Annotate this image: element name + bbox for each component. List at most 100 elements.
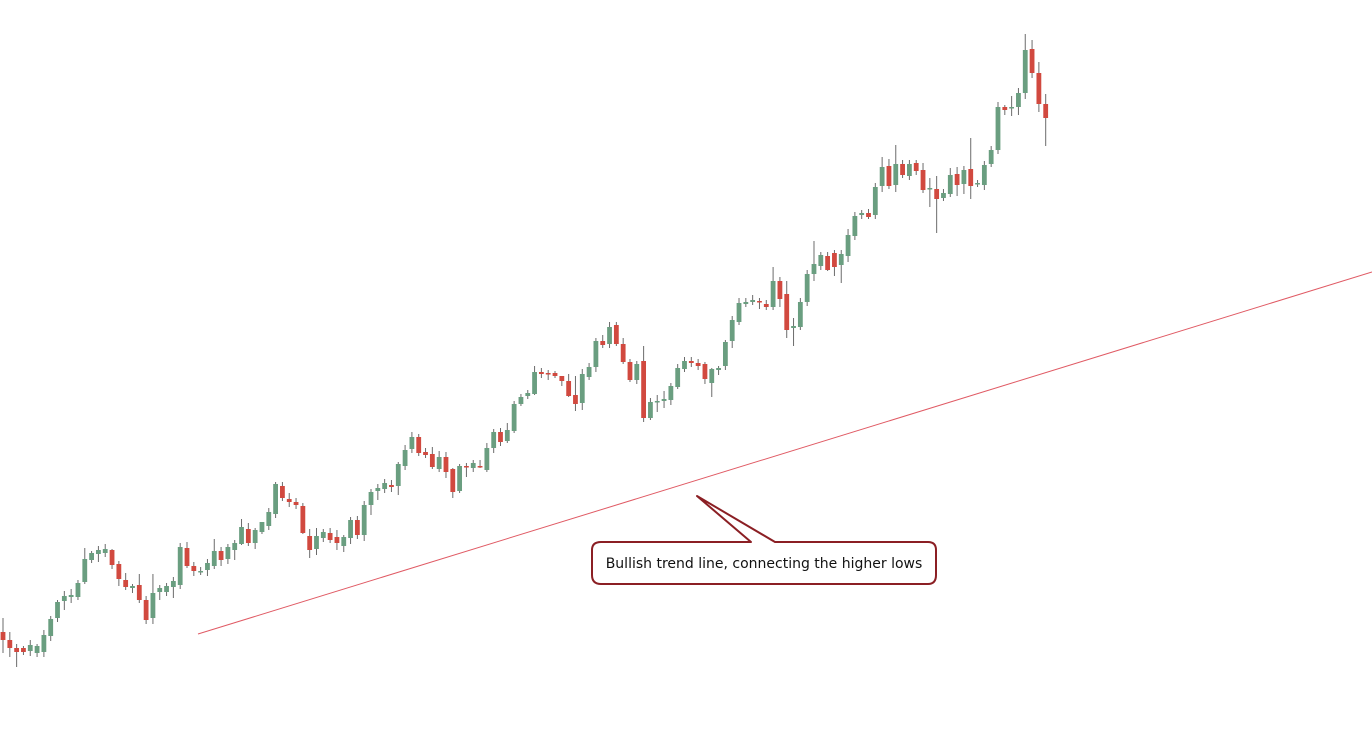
candle-body-down [307,536,313,550]
candle-body-up [1009,107,1015,109]
candle [845,229,851,262]
candle [525,390,531,399]
candle [75,580,81,600]
candle [429,447,435,469]
candle [634,361,640,384]
candle-body-down [886,166,892,186]
candle [382,479,388,493]
candle [961,166,967,194]
candle-body-down [429,454,435,467]
candle-body-up [736,303,742,322]
candle-body-up [893,164,899,185]
candle-body-up [668,386,674,400]
candle-body-up [927,188,933,190]
candle [218,547,224,566]
candle-body-up [177,547,183,585]
candle [893,145,899,192]
candle-body-up [532,372,537,394]
candle [627,359,633,382]
callout-box [591,495,937,585]
candle [613,322,619,346]
candle-body-up [682,361,687,369]
candle-body-up [409,437,415,449]
candle [409,432,415,453]
candle-body-down [334,537,340,543]
candles-layer [0,34,1049,667]
candle-body-up [634,364,640,380]
candle-body-down [1029,49,1035,73]
candle [470,460,476,472]
candle-body-down [443,457,449,472]
candle-body-up [770,281,776,307]
candle [981,161,987,190]
candle-body-down [143,600,149,620]
candle-body-down [136,585,142,600]
candle [559,376,565,386]
candle [1016,88,1021,115]
candle-body-up [96,550,101,554]
candle [695,359,701,370]
candle [239,519,244,545]
candle-body-up [402,450,408,466]
candle-body-up [170,581,176,587]
candle [130,584,135,593]
candle-body-down [109,550,115,565]
candle [832,250,837,276]
candle [1022,34,1028,99]
candle [34,644,40,657]
candle [648,398,653,420]
candle-body-up [48,619,54,636]
candle [872,183,878,219]
candle-body-down [866,213,871,217]
candle [927,178,933,207]
candle [109,549,115,569]
candle-body-up [348,520,353,538]
candle-body-up [504,430,510,441]
candle [368,489,374,515]
candle-body-down [0,632,6,640]
candle-body-down [286,499,292,502]
candle [143,596,149,624]
candle [21,646,26,655]
candle-body-up [648,402,653,418]
candle [1009,96,1015,116]
candle-body-up [661,399,667,401]
candle [266,508,272,530]
candle-body-down [1043,104,1049,118]
candle [123,573,129,590]
candle-body-up [1022,50,1028,93]
candle-body-up [879,167,885,186]
candle-body-up [470,463,476,468]
candle-body-down [702,364,708,379]
candle-body-down [920,170,926,190]
candle-body-up [709,369,715,383]
candle-body-up [225,547,231,559]
candle [116,561,122,586]
candle [273,482,278,518]
candle [757,298,762,309]
candle [457,464,463,493]
candle-body-up [198,571,204,573]
candle [293,498,299,509]
candle-body-down [21,648,26,652]
candle-body-down [600,341,606,345]
candle-body-up [722,342,728,366]
candle-body-up [750,300,756,302]
candle-body-up [607,327,612,344]
candle [354,516,360,539]
candle-body-down [389,485,394,487]
candle-body-up [995,107,1001,150]
candle-body-down [641,361,647,418]
candle [654,395,660,412]
candle-body-down [464,466,469,468]
candle-body-up [511,404,517,431]
candle-body-up [797,302,803,327]
candle [702,362,708,384]
candle [818,252,824,270]
candle [491,429,497,453]
candle [804,270,810,306]
candle-body-up [1016,93,1021,107]
candle [784,281,790,338]
